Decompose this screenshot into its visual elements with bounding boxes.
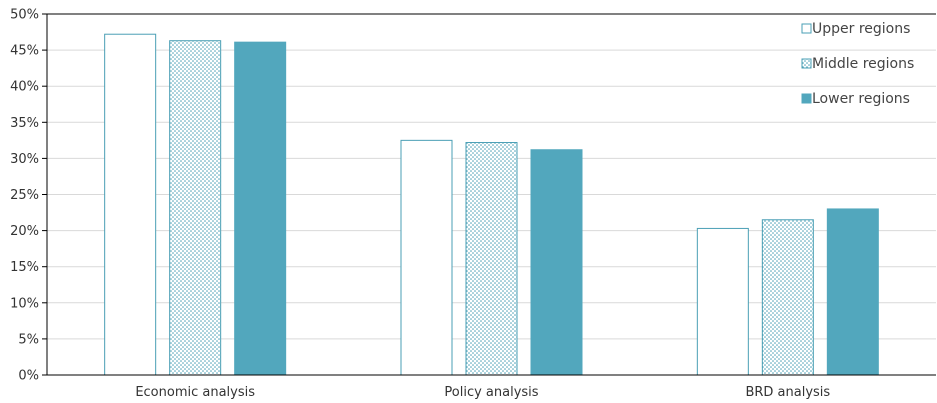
bar (530, 149, 583, 376)
y-axis-ticks: 0% 5% 10% 15% 20% 25% 30% 35% 40% 45% 50% (10, 8, 47, 384)
y-tick-label: 40% (10, 80, 39, 95)
axes (46, 13, 936, 376)
x-tick-label: BRD analysis (745, 385, 830, 400)
bars (104, 33, 879, 376)
x-axis-ticks: Economic analysis Policy analysis BRD anal… (135, 385, 830, 400)
legend-label: Lower regions (812, 91, 910, 107)
legend-label: Upper regions (812, 21, 910, 37)
legend-swatch (801, 23, 812, 34)
bar (761, 219, 814, 376)
y-tick-label: 50% (10, 8, 39, 23)
y-tick-label: 35% (10, 116, 39, 131)
legend-label: Middle regions (812, 56, 914, 72)
y-tick-label: 0% (18, 369, 39, 384)
y-tick-label: 25% (10, 188, 39, 203)
y-tick-label: 5% (18, 332, 39, 347)
legend-swatch (801, 58, 812, 69)
bar (234, 41, 287, 376)
bar (104, 33, 157, 376)
legend: Upper regions Middle regions Lower regions (801, 21, 914, 107)
y-tick-label: 15% (10, 260, 39, 275)
x-tick-label: Policy analysis (444, 385, 538, 400)
y-tick-label: 20% (10, 224, 39, 239)
legend-swatch (801, 93, 812, 104)
bar (465, 142, 518, 376)
x-tick-label: Economic analysis (135, 385, 255, 400)
bar (400, 139, 453, 376)
bar (169, 40, 222, 376)
bar (696, 227, 749, 376)
y-tick-label: 45% (10, 44, 39, 59)
bar (826, 208, 879, 376)
y-tick-label: 30% (10, 152, 39, 167)
y-tick-label: 10% (10, 296, 39, 311)
